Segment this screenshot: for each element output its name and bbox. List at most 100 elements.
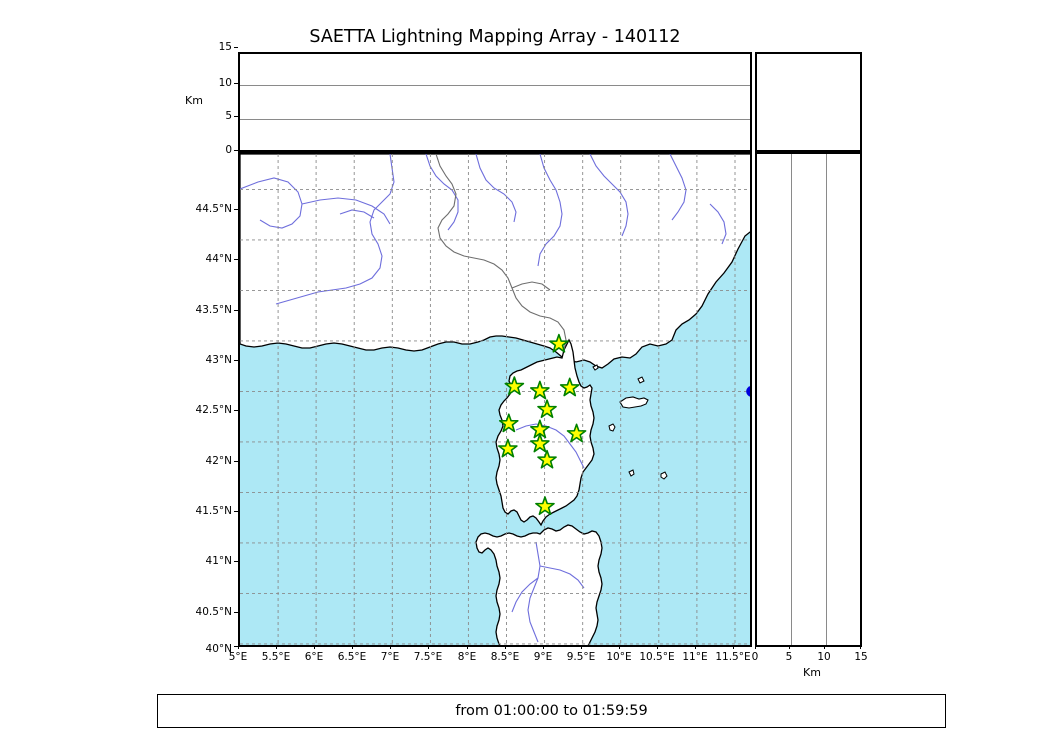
altitude-latitude-panel[interactable] — [755, 152, 862, 647]
tickmark — [238, 645, 240, 649]
tickmark — [234, 461, 238, 463]
map-xtick-6.5E: 6.5°E — [337, 651, 367, 663]
map-ytick-41: 41°N — [205, 555, 232, 567]
gridline-10km — [240, 85, 750, 87]
tickmark — [234, 612, 238, 614]
status-bar-text: from 01:00:00 to 01:59:59 — [455, 703, 648, 719]
station-star-marker[interactable] — [559, 377, 580, 397]
map-ytick-44: 44°N — [205, 253, 232, 265]
tickmark — [695, 645, 697, 649]
tickmark — [234, 116, 238, 118]
tickmark — [619, 645, 621, 649]
station-star-marker[interactable] — [498, 438, 518, 458]
islet-3 — [628, 469, 635, 477]
tickmark — [755, 645, 757, 649]
station-star-marker[interactable] — [530, 433, 550, 453]
tickmark — [789, 645, 791, 649]
map-ytick-40: 40°N — [205, 643, 232, 655]
station-star-marker[interactable] — [535, 496, 555, 516]
coastline-sardinia — [475, 524, 603, 645]
corner-panel[interactable] — [755, 52, 862, 152]
map-ytick-41.5: 41.5°N — [195, 505, 232, 517]
map-xtick-10.5E: 10.5°E — [639, 651, 675, 663]
tickmark — [824, 645, 826, 649]
right-panel-axis-label: Km — [803, 666, 821, 679]
tickmark — [860, 645, 862, 649]
island-capraia — [608, 423, 616, 432]
top-ytick-5: 5 — [225, 110, 232, 122]
tickmark — [234, 150, 238, 152]
tickmark — [234, 561, 238, 563]
gridline-10km — [826, 154, 828, 645]
gridline-5km — [240, 118, 750, 120]
rivers-layer — [240, 154, 727, 643]
map-graphic — [240, 154, 752, 645]
tickmark — [428, 645, 430, 649]
station-star-marker[interactable] — [504, 376, 525, 396]
map-ytick-44.5: 44.5°N — [195, 203, 232, 215]
page-title: SAETTA Lightning Mapping Array - 140112 — [309, 27, 681, 47]
tickmark — [276, 645, 278, 649]
tickmark — [733, 645, 735, 649]
tickmark — [234, 310, 238, 312]
station-star-marker[interactable] — [530, 380, 550, 400]
tickmark — [657, 645, 659, 649]
blue-circle-marker[interactable] — [746, 386, 752, 397]
map-xtick-11.5E: 11.5°E — [715, 651, 751, 663]
map-xtick-10E: 10°E — [606, 651, 632, 663]
top-panel-axis-label: Km — [185, 94, 203, 107]
altitude-longitude-panel[interactable] — [238, 52, 752, 152]
tickmark — [467, 645, 469, 649]
tickmark — [314, 645, 316, 649]
station-star-marker[interactable] — [566, 423, 587, 443]
map-xtick-8E: 8°E — [457, 651, 477, 663]
tickmark — [390, 645, 392, 649]
map-ytick-42: 42°N — [205, 455, 232, 467]
top-ytick-15: 15 — [218, 41, 232, 53]
right-xtick-5: 5 — [785, 651, 793, 663]
top-ytick-0: 0 — [225, 144, 232, 156]
map-gridlines — [240, 154, 750, 645]
map-xtick-9.5E: 9.5°E — [566, 651, 596, 663]
station-markers-layer — [498, 333, 587, 516]
tickmark — [234, 646, 238, 648]
coastline-mainland — [240, 154, 750, 369]
map-xtick-11E: 11°E — [682, 651, 708, 663]
station-star-marker[interactable] — [530, 419, 550, 439]
gridline-5km — [790, 154, 792, 645]
map-xtick-5E: 5°E — [228, 651, 248, 663]
tickmark — [352, 645, 354, 649]
tickmark — [234, 511, 238, 513]
map-ytick-43: 43°N — [205, 354, 232, 366]
islet-4 — [637, 376, 645, 384]
map-ytick-43.5: 43.5°N — [195, 304, 232, 316]
station-star-marker[interactable] — [498, 413, 519, 433]
map-xtick-7.5E: 7.5°E — [413, 651, 443, 663]
tickmark — [543, 645, 545, 649]
extra-markers-layer — [746, 386, 752, 397]
map-ytick-40.5: 40.5°N — [195, 606, 232, 618]
right-xtick-15: 15 — [854, 651, 868, 663]
tickmark — [234, 259, 238, 261]
islet-2 — [660, 471, 668, 480]
tickmark — [234, 47, 238, 49]
station-star-marker[interactable] — [537, 399, 557, 419]
map-ytick-42.5: 42.5°N — [195, 404, 232, 416]
tickmark — [234, 83, 238, 85]
map-xtick-7E: 7°E — [380, 651, 400, 663]
map-panel[interactable] — [238, 152, 752, 647]
map-xtick-8.5E: 8.5°E — [490, 651, 520, 663]
top-ytick-10: 10 — [218, 77, 232, 89]
map-xtick-9E: 9°E — [533, 651, 553, 663]
station-star-marker[interactable] — [537, 449, 557, 469]
status-bar[interactable]: from 01:00:00 to 01:59:59 — [157, 694, 946, 728]
tickmark — [234, 410, 238, 412]
islet-1 — [592, 364, 599, 371]
map-xtick-6E: 6°E — [304, 651, 324, 663]
station-star-marker[interactable] — [549, 333, 569, 353]
tickmark — [234, 209, 238, 211]
tickmark — [581, 645, 583, 649]
map-xtick-5.5E: 5.5°E — [261, 651, 291, 663]
right-xtick-10: 10 — [817, 651, 831, 663]
